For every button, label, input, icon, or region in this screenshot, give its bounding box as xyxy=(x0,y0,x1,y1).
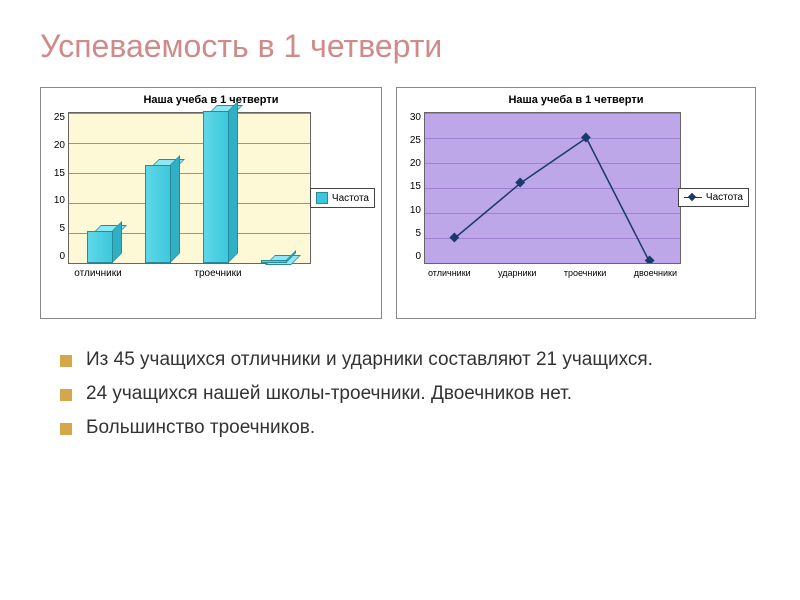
bar-plot-area xyxy=(68,112,311,264)
bullet-item: Большинство троечников. xyxy=(60,417,760,439)
charts-row: Наша учеба в 1 четверти 25 20 15 10 5 0 xyxy=(40,87,760,319)
line-legend: Частота xyxy=(678,188,749,207)
bullet-icon xyxy=(60,423,72,435)
bullet-item: Из 45 учащихся отличники и ударники сост… xyxy=(60,349,760,371)
bar-y-axis: 25 20 15 10 5 0 xyxy=(41,112,68,262)
line-plot-area xyxy=(424,112,681,264)
slide-title: Успеваемость в 1 четверти xyxy=(40,28,760,65)
bullet-icon xyxy=(60,389,72,401)
bar-legend: Частота xyxy=(310,188,375,208)
bar-x-labels: отличники троечники xyxy=(68,264,311,279)
bullet-list: Из 45 учащихся отличники и ударники сост… xyxy=(40,349,760,439)
line-path xyxy=(425,113,680,263)
line-legend-swatch xyxy=(684,193,702,203)
line-chart: Наша учеба в 1 четверти 30 25 20 15 10 5… xyxy=(396,87,756,319)
bar-chart: Наша учеба в 1 четверти 25 20 15 10 5 0 xyxy=(40,87,382,319)
bar-chart-title: Наша учеба в 1 четверти xyxy=(41,88,381,110)
line-y-axis: 30 25 20 15 10 5 0 xyxy=(397,112,424,262)
bullet-icon xyxy=(60,355,72,367)
line-chart-title: Наша учеба в 1 четверти xyxy=(397,88,755,110)
bar-legend-swatch xyxy=(316,192,328,204)
slide: Успеваемость в 1 четверти Наша учеба в 1… xyxy=(0,0,800,471)
line-x-labels: отличники ударники троечники двоечники xyxy=(424,264,681,278)
bullet-item: 24 учащихся нашей школы-троечники. Двоеч… xyxy=(60,383,760,405)
